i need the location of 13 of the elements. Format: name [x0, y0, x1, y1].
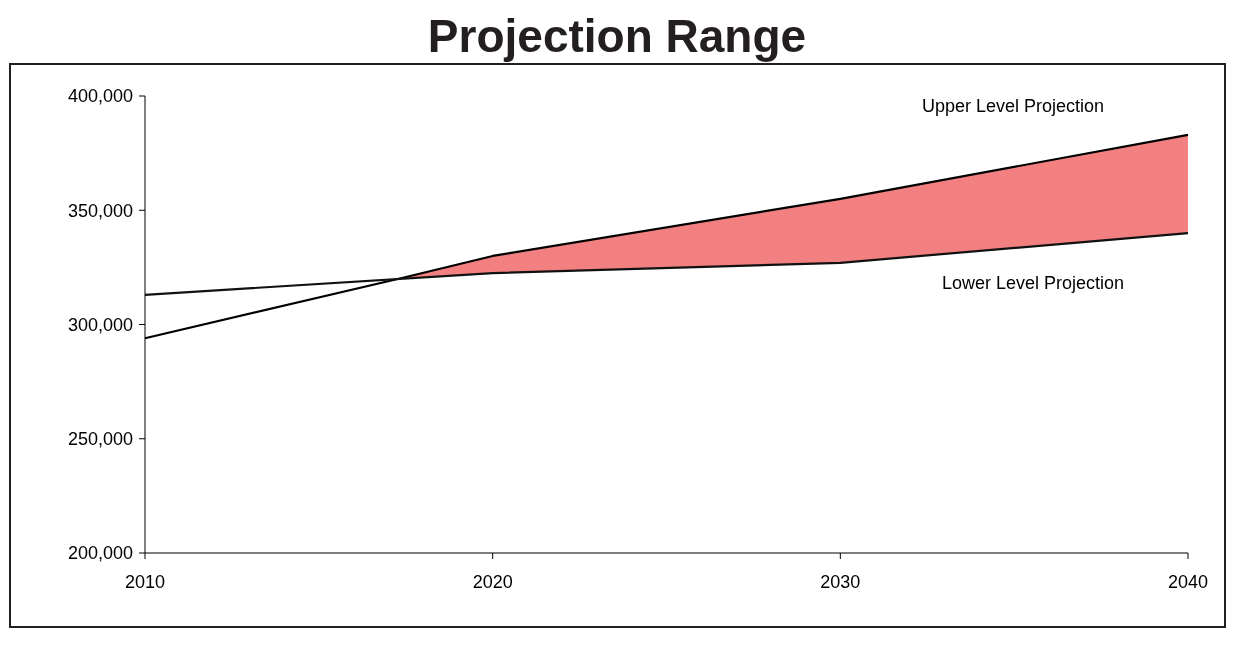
- y-tick-label: 250,000: [67, 429, 133, 450]
- x-tick-label: 2030: [820, 572, 861, 592]
- line-series: [143, 232, 1190, 296]
- y-tick-label: 400,000: [67, 86, 133, 107]
- y-tick-label: 350,000: [67, 200, 133, 221]
- x-tick-label: 2040: [1167, 572, 1209, 592]
- y-tick-label: 200,000: [67, 543, 133, 564]
- y-tick-label: 300,000: [67, 314, 133, 335]
- series-label: Upper Level Projection: [921, 95, 1105, 116]
- series-label: Lower Level Projection: [941, 273, 1125, 294]
- x-tick-label: 2010: [124, 572, 166, 592]
- chart-title: Projection Range: [427, 10, 807, 62]
- x-tick-label: 2020: [472, 572, 513, 592]
